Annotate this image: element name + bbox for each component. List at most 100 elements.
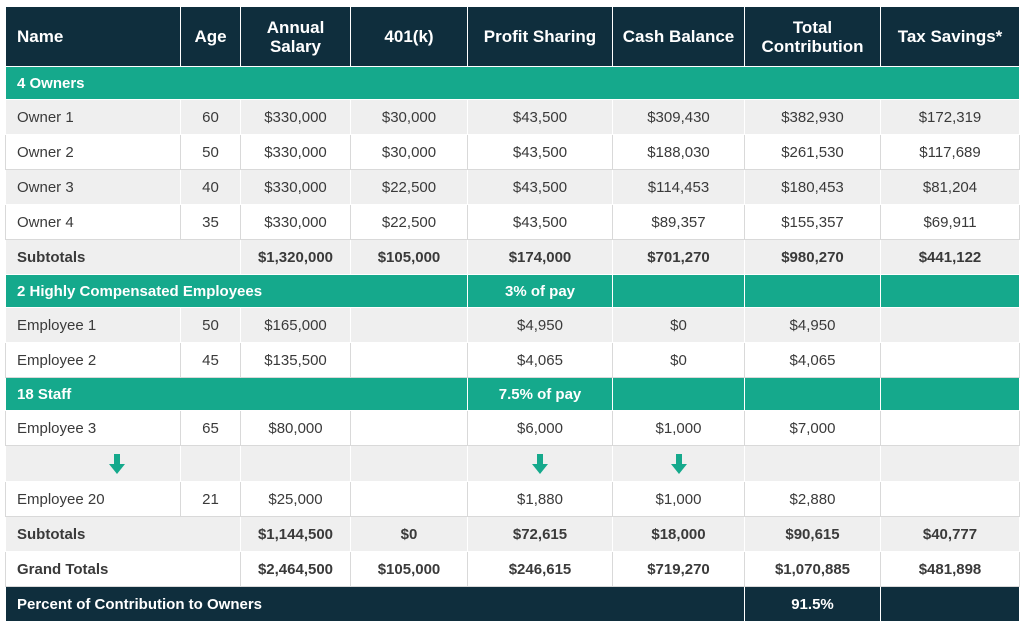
cell: $43,500 [467,204,613,240]
cell: 35 [180,204,241,240]
cell: $4,950 [467,307,613,343]
header-annual-salary: Annual Salary [240,6,351,67]
percent-row: Percent of Contribution to Owners 91.5% [5,586,1020,622]
cell: $4,950 [744,307,881,343]
header-tax-savings: Tax Savings* [880,6,1020,67]
cell: $135,500 [240,342,351,378]
owners-subtotal-row: Subtotals $1,320,000 $105,000 $174,000 $… [5,239,1020,275]
cell: 50 [180,307,241,343]
arrow-down-icon [532,453,548,474]
cell: $4,065 [467,342,613,378]
cell: $43,500 [467,134,613,170]
cell: $481,898 [880,551,1020,587]
cell: Owner 1 [5,99,181,135]
cell: $1,880 [467,481,613,517]
staff-subtotal-row: Subtotals $1,144,500 $0 $72,615 $18,000 … [5,516,1020,552]
cell: $2,880 [744,481,881,517]
cell: Owner 2 [5,134,181,170]
cell: $330,000 [240,169,351,205]
table-row: Employee 20 21 $25,000 $1,880 $1,000 $2,… [5,481,1020,517]
cell [880,586,1020,622]
cell [350,445,468,482]
cell: $72,615 [467,516,613,552]
contribution-table: Name Age Annual Salary 401(k) Profit Sha… [5,6,1020,622]
cell [880,342,1020,378]
cell: Employee 2 [5,342,181,378]
cell: Employee 20 [5,481,181,517]
cell: $441,122 [880,239,1020,275]
cell: $1,000 [612,481,745,517]
cell: $69,911 [880,204,1020,240]
table-row: Owner 4 35 $330,000 $22,500 $43,500 $89,… [5,204,1020,240]
section-staff-label: 18 Staff [5,377,468,411]
cell: $719,270 [612,551,745,587]
table-row: Owner 3 40 $330,000 $22,500 $43,500 $114… [5,169,1020,205]
section-owners: 4 Owners [5,66,1020,100]
header-age: Age [180,6,241,67]
cell: $172,319 [880,99,1020,135]
ellipsis-row [5,445,1020,482]
cell: $114,453 [612,169,745,205]
cell: $330,000 [240,134,351,170]
cell [880,274,1020,308]
cell: $246,615 [467,551,613,587]
cell: $7,000 [744,410,881,446]
cell [612,377,745,411]
cell: $174,000 [467,239,613,275]
cell: $1,070,885 [744,551,881,587]
cell: $105,000 [350,551,468,587]
cell: $1,144,500 [240,516,351,552]
cell: 40 [180,169,241,205]
cell [744,274,881,308]
cell [5,445,181,482]
section-staff: 18 Staff 7.5% of pay [5,377,1020,411]
cell [180,445,241,482]
cell: Employee 1 [5,307,181,343]
table-row: Owner 1 60 $330,000 $30,000 $43,500 $309… [5,99,1020,135]
cell [880,377,1020,411]
cell: $330,000 [240,99,351,135]
cell: $180,453 [744,169,881,205]
cell [880,307,1020,343]
header-401k: 401(k) [350,6,468,67]
cell: $0 [612,307,745,343]
cell: $165,000 [240,307,351,343]
cell: 21 [180,481,241,517]
cell [350,410,468,446]
cell [467,445,613,482]
cell: $0 [350,516,468,552]
grand-totals-row: Grand Totals $2,464,500 $105,000 $246,61… [5,551,1020,587]
table-row: Employee 1 50 $165,000 $4,950 $0 $4,950 [5,307,1020,343]
cell: $701,270 [612,239,745,275]
cell: $382,930 [744,99,881,135]
header-total-contribution: Total Contribution [744,6,881,67]
arrow-down-icon [109,453,125,474]
cell: $43,500 [467,99,613,135]
header-profit-sharing: Profit Sharing [467,6,613,67]
cell: 60 [180,99,241,135]
cell: $2,464,500 [240,551,351,587]
cell: $40,777 [880,516,1020,552]
cell: $117,689 [880,134,1020,170]
cell [880,410,1020,446]
cell: $25,000 [240,481,351,517]
cell: $81,204 [880,169,1020,205]
header-name: Name [5,6,181,67]
cell [240,445,351,482]
cell: $155,357 [744,204,881,240]
staff-profit-note: 7.5% of pay [467,377,613,411]
cell: $22,500 [350,169,468,205]
cell: $89,357 [612,204,745,240]
cell: 45 [180,342,241,378]
cell: $18,000 [612,516,745,552]
arrow-down-icon [670,453,687,474]
cell: 65 [180,410,241,446]
cell: 50 [180,134,241,170]
cell: $90,615 [744,516,881,552]
cell [880,481,1020,517]
cell: $6,000 [467,410,613,446]
cell: $30,000 [350,99,468,135]
cell [744,377,881,411]
section-hce-label: 2 Highly Compensated Employees [5,274,468,308]
cell [612,274,745,308]
